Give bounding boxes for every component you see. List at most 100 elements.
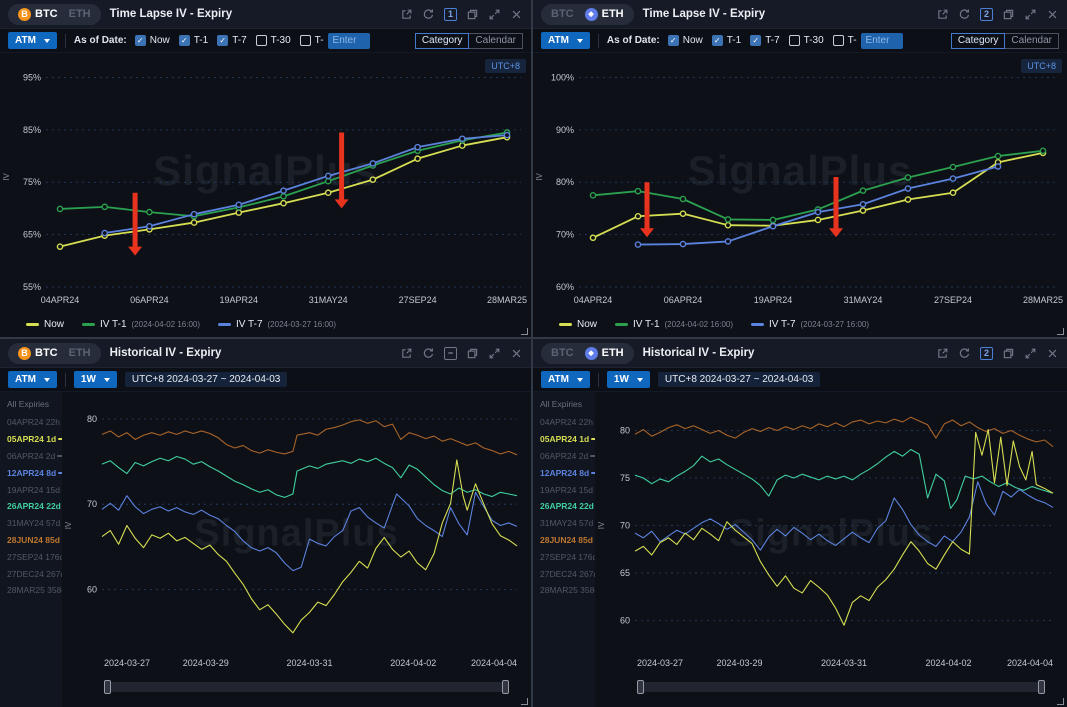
open-in-new-icon[interactable] — [936, 8, 949, 21]
checkbox-t-[interactable]: T- — [299, 35, 324, 46]
checkbox-checked-icon[interactable]: ✓ — [134, 35, 146, 46]
tab-category[interactable]: Category — [414, 32, 470, 49]
t-custom-input[interactable] — [327, 32, 370, 49]
expiry-item-04apr24-22h[interactable]: 04APR24 22h — [0, 414, 62, 431]
time-range-slider[interactable] — [637, 680, 1045, 694]
checkbox-checked-icon[interactable]: ✓ — [667, 35, 679, 46]
checkbox-unchecked-icon[interactable] — [299, 35, 311, 46]
expand-icon[interactable] — [1024, 347, 1037, 360]
open-in-new-icon[interactable] — [400, 347, 413, 360]
close-icon[interactable] — [1046, 8, 1059, 21]
legend-item-now[interactable]: Now — [26, 319, 64, 330]
legend-item-iv-t-7[interactable]: IV T-7 (2024-03-27 16:00) — [751, 319, 869, 330]
checkbox-now[interactable]: ✓ Now — [667, 35, 703, 46]
asset-toggle[interactable]: BTC ◆ ETH — [541, 3, 634, 25]
asset-btc[interactable]: BTC — [551, 347, 574, 359]
close-icon[interactable] — [1046, 347, 1059, 360]
asset-btc[interactable]: B BTC — [18, 346, 58, 360]
asset-eth[interactable]: ◆ ETH — [584, 346, 624, 360]
strike-mode-select[interactable]: ATM — [541, 32, 590, 49]
expiry-item-27sep24-176d[interactable]: 27SEP24 176d — [0, 548, 62, 565]
expiry-item-05apr24-1d[interactable]: 05APR24 1d — [0, 431, 62, 448]
checkbox-checked-icon[interactable]: ✓ — [178, 35, 190, 46]
expiry-item-12apr24-8d[interactable]: 12APR24 8d — [533, 464, 595, 481]
close-icon[interactable] — [510, 8, 523, 21]
checkbox-unchecked-icon[interactable] — [832, 35, 844, 46]
slider-handle-left[interactable] — [104, 680, 111, 694]
checkbox-t-30[interactable]: T-30 — [255, 35, 291, 46]
duplicate-icon[interactable] — [466, 8, 479, 21]
checkbox-checked-icon[interactable]: ✓ — [711, 35, 723, 46]
asset-eth[interactable]: ETH — [69, 8, 91, 20]
checkbox-checked-icon[interactable]: ✓ — [217, 35, 229, 46]
slider-handle-left[interactable] — [637, 680, 644, 694]
window-number-badge[interactable]: − — [444, 346, 457, 360]
resize-handle[interactable] — [521, 698, 528, 705]
legend-item-iv-t-1[interactable]: IV T-1 (2024-04-02 16:00) — [615, 319, 733, 330]
expiry-item-04apr24-22h[interactable]: 04APR24 22h — [533, 414, 595, 431]
t-custom-input[interactable] — [860, 32, 903, 49]
expiry-item-27dec24-267d[interactable]: 27DEC24 267d — [0, 565, 62, 582]
asset-toggle[interactable]: B BTC ETH — [8, 342, 101, 364]
duplicate-icon[interactable] — [1002, 347, 1015, 360]
expand-icon[interactable] — [1024, 8, 1037, 21]
expiry-item-28mar25-358d[interactable]: 28MAR25 358d — [533, 582, 595, 599]
checkbox-unchecked-icon[interactable] — [255, 35, 267, 46]
asset-toggle[interactable]: BTC ◆ ETH — [541, 342, 634, 364]
open-in-new-icon[interactable] — [936, 347, 949, 360]
slider-handle-right[interactable] — [502, 680, 509, 694]
checkbox-unchecked-icon[interactable] — [788, 35, 800, 46]
checkbox-t-30[interactable]: T-30 — [788, 35, 824, 46]
time-range-slider[interactable] — [104, 680, 509, 694]
expiry-item-19apr24-15d[interactable]: 19APR24 15d — [533, 481, 595, 498]
window-number-badge[interactable]: 2 — [980, 7, 993, 21]
tab-category[interactable]: Category — [950, 32, 1006, 49]
period-select[interactable]: 1W — [606, 371, 650, 388]
asset-btc[interactable]: B BTC — [18, 7, 58, 21]
refresh-icon[interactable] — [422, 8, 435, 21]
checkbox-now[interactable]: ✓ Now — [134, 35, 170, 46]
close-icon[interactable] — [510, 347, 523, 360]
asset-eth[interactable]: ◆ ETH — [584, 7, 624, 21]
expiry-item-06apr24-2d[interactable]: 06APR24 2d — [533, 448, 595, 465]
checkbox-checked-icon[interactable]: ✓ — [750, 35, 762, 46]
resize-handle[interactable] — [1057, 698, 1064, 705]
expiry-item-19apr24-15d[interactable]: 19APR24 15d — [0, 481, 62, 498]
refresh-icon[interactable] — [958, 347, 971, 360]
asset-eth[interactable]: ETH — [69, 347, 91, 359]
asset-btc[interactable]: BTC — [551, 8, 574, 20]
expiry-item-31may24-57d[interactable]: 31MAY24 57d — [533, 515, 595, 532]
checkbox-t-7[interactable]: ✓ T-7 — [750, 35, 780, 46]
expiry-item-26apr24-22d[interactable]: 26APR24 22d — [533, 498, 595, 515]
asset-toggle[interactable]: B BTC ETH — [8, 3, 101, 25]
checkbox-t-1[interactable]: ✓ T-1 — [711, 35, 741, 46]
strike-mode-select[interactable]: ATM — [541, 371, 590, 388]
strike-mode-select[interactable]: ATM — [8, 371, 57, 388]
resize-handle[interactable] — [1057, 328, 1064, 335]
legend-item-iv-t-7[interactable]: IV T-7 (2024-03-27 16:00) — [218, 319, 336, 330]
slider-handle-right[interactable] — [1038, 680, 1045, 694]
expiry-item-06apr24-2d[interactable]: 06APR24 2d — [0, 448, 62, 465]
expiry-item-26apr24-22d[interactable]: 26APR24 22d — [0, 498, 62, 515]
checkbox-t-1[interactable]: ✓ T-1 — [178, 35, 208, 46]
duplicate-icon[interactable] — [1002, 8, 1015, 21]
legend-item-now[interactable]: Now — [559, 319, 597, 330]
refresh-icon[interactable] — [958, 8, 971, 21]
expiry-item-27sep24-176d[interactable]: 27SEP24 176d — [533, 548, 595, 565]
expiry-item-28mar25-358d[interactable]: 28MAR25 358d — [0, 582, 62, 599]
period-select[interactable]: 1W — [73, 371, 117, 388]
expiry-item-12apr24-8d[interactable]: 12APR24 8d — [0, 464, 62, 481]
expiry-item-28jun24-85d[interactable]: 28JUN24 85d — [533, 532, 595, 549]
resize-handle[interactable] — [521, 328, 528, 335]
legend-item-iv-t-1[interactable]: IV T-1 (2024-04-02 16:00) — [82, 319, 200, 330]
checkbox-t-7[interactable]: ✓ T-7 — [217, 35, 247, 46]
expand-icon[interactable] — [488, 347, 501, 360]
strike-mode-select[interactable]: ATM — [8, 32, 57, 49]
tab-calendar[interactable]: Calendar — [468, 32, 523, 49]
open-in-new-icon[interactable] — [400, 8, 413, 21]
expiry-item-28jun24-85d[interactable]: 28JUN24 85d — [0, 532, 62, 549]
window-number-badge[interactable]: 2 — [980, 346, 993, 360]
window-number-badge[interactable]: 1 — [444, 7, 457, 21]
expand-icon[interactable] — [488, 8, 501, 21]
refresh-icon[interactable] — [422, 347, 435, 360]
